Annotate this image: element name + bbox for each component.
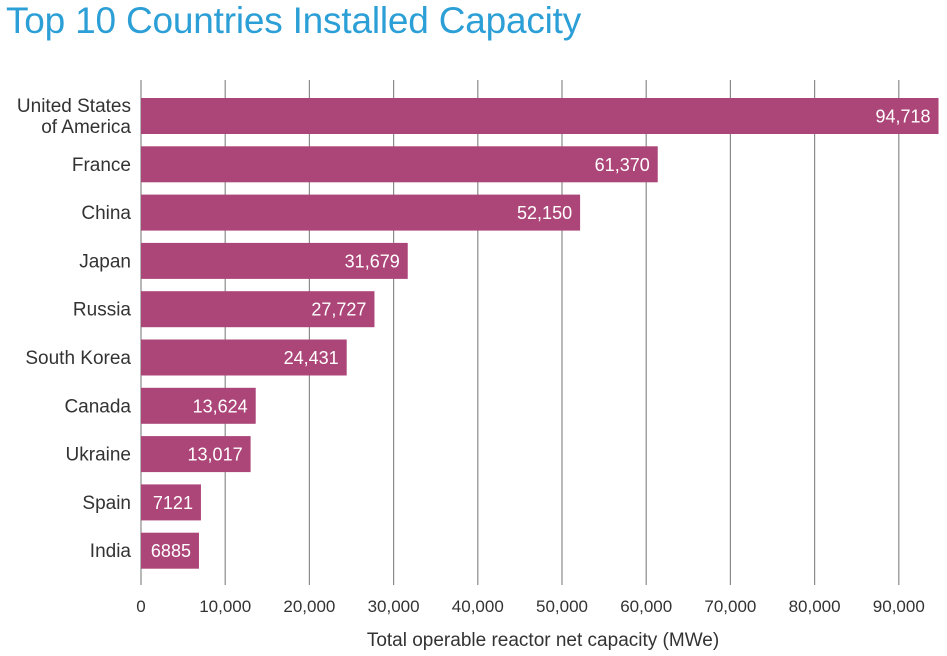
category-label: United States of America [17,96,132,138]
x-tick-label: 10,000 [199,597,251,616]
x-tick-label: 0 [136,597,145,616]
category-label: India [90,541,132,562]
bar [141,436,251,473]
category-label: France [72,155,131,176]
category-label-line: Spain [82,493,131,514]
category-label-line: South Korea [25,348,131,369]
bar-value-label: 27,727 [311,300,366,320]
category-label-line: China [81,203,131,224]
x-tick-label: 70,000 [704,597,756,616]
category-label-line: United States [17,96,131,117]
category-label-line: India [90,541,132,562]
category-label: Japan [79,251,131,272]
bar [141,194,581,231]
category-label-line: Ukraine [66,445,131,466]
x-tick-label: 50,000 [536,597,588,616]
bar-value-label: 7121 [153,493,193,513]
category-label: Russia [73,300,132,321]
category-label: South Korea [25,348,131,369]
bar-value-label: 94,718 [875,107,930,127]
bar [141,242,408,279]
bar [141,98,939,134]
bar-value-label: 13,624 [193,396,248,416]
bar [141,146,658,183]
category-label: Ukraine [66,445,131,466]
x-axis-title: Total operable reactor net capacity (MWe… [367,630,719,651]
x-tick-label: 90,000 [873,597,925,616]
x-tick-labels: 0 10,000 20,000 30,000 40,000 50,000 60,000 70,… [136,597,925,616]
bar [141,532,199,569]
bar [141,387,256,424]
category-labels: United States of America France China Japan R… [17,96,132,562]
bar [141,484,201,521]
category-label-line: France [72,155,131,176]
bar-value-label: 52,150 [517,203,572,223]
bar-value-label: 6885 [151,541,191,561]
category-label: Canada [64,396,131,417]
category-label: Spain [82,493,131,514]
bar-value-label: 13,017 [188,445,243,465]
x-tick-label: 60,000 [620,597,672,616]
x-tick-label: 20,000 [283,597,335,616]
category-label: China [81,203,131,224]
category-label-line: Japan [79,251,131,272]
category-label-line: of America [41,117,131,138]
bar [141,291,375,328]
bar [141,339,347,376]
bar-value-label: 61,370 [595,155,650,175]
bar-value-label: 31,679 [345,251,400,271]
bars: 94,718 61,370 52,150 31,679 27,727 24,431 13,6… [141,98,939,569]
chart-title: Top 10 Countries Installed Capacity [6,0,582,41]
category-label-line: Canada [64,396,131,417]
x-tick-label: 30,000 [368,597,420,616]
bar-value-label: 24,431 [284,348,339,368]
x-tick-label: 40,000 [452,597,504,616]
category-label-line: Russia [73,300,132,321]
x-tick-label: 80,000 [789,597,841,616]
